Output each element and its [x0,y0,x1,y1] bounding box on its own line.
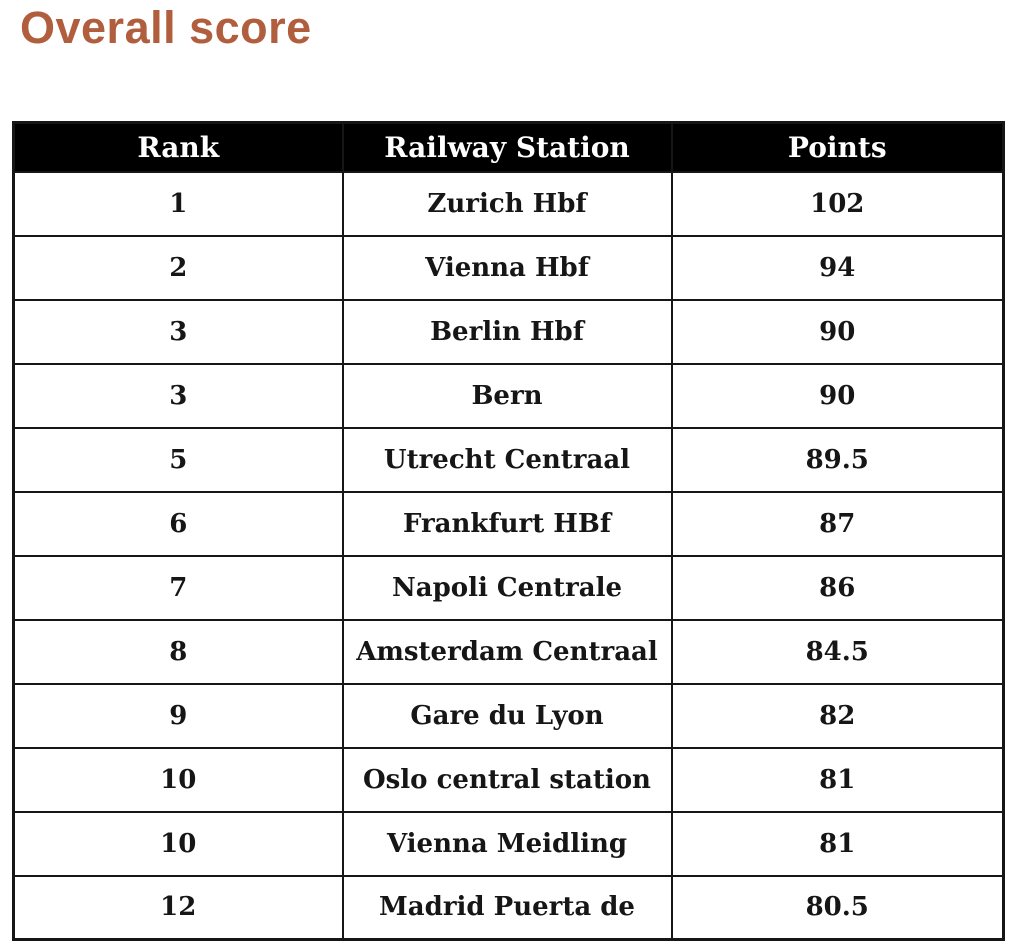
rank-cell: 7 [12,554,344,621]
rank-cell: 2 [12,234,344,301]
station-cell: Gare du Lyon [341,682,673,749]
points-cell: 94 [670,234,1005,301]
points-cell: 82 [670,682,1005,749]
rank-cell: 8 [12,618,344,685]
column-header-rank: Rank [12,121,344,173]
table-row: 2 Vienna Hbf 94 [12,234,1005,301]
rank-cell: 10 [12,810,344,877]
rank-cell: 1 [12,170,344,237]
station-cell: Berlin Hbf [341,298,673,365]
station-cell: Frankfurt HBf [341,490,673,557]
rank-cell: 5 [12,426,344,493]
points-cell: 90 [670,362,1005,429]
table-row: 7 Napoli Centrale 86 [12,554,1005,621]
points-cell: 90 [670,298,1005,365]
station-cell: Madrid Puerta de [341,874,673,941]
points-cell: 86 [670,554,1005,621]
points-cell: 89.5 [670,426,1005,493]
points-cell: 81 [670,810,1005,877]
table-row: 8 Amsterdam Centraal 84.5 [12,618,1005,685]
table-body: 1 Zurich Hbf 102 2 Vienna Hbf 94 3 Berli… [12,170,1005,941]
table-row: 9 Gare du Lyon 82 [12,682,1005,749]
rank-cell: 10 [12,746,344,813]
rank-cell: 6 [12,490,344,557]
station-cell: Vienna Hbf [341,234,673,301]
rank-cell: 3 [12,298,344,365]
station-cell: Oslo central station [341,746,673,813]
station-cell: Amsterdam Centraal [341,618,673,685]
table-row: 12 Madrid Puerta de 80.5 [12,874,1005,941]
overall-score-table: Rank Railway Station Points 1 Zurich Hbf… [12,121,1005,941]
table-row: 10 Oslo central station 81 [12,746,1005,813]
table-row: 6 Frankfurt HBf 87 [12,490,1005,557]
table-row: 1 Zurich Hbf 102 [12,170,1005,237]
column-header-points: Points [670,121,1005,173]
table-header-row: Rank Railway Station Points [12,121,1005,173]
points-cell: 80.5 [670,874,1005,941]
points-cell: 81 [670,746,1005,813]
page-title: Overall score [20,2,312,53]
station-cell: Napoli Centrale [341,554,673,621]
rank-cell: 9 [12,682,344,749]
points-cell: 102 [670,170,1005,237]
station-cell: Vienna Meidling [341,810,673,877]
table-row: 10 Vienna Meidling 81 [12,810,1005,877]
table-row: 5 Utrecht Centraal 89.5 [12,426,1005,493]
table-row: 3 Berlin Hbf 90 [12,298,1005,365]
table-row: 3 Bern 90 [12,362,1005,429]
station-cell: Utrecht Centraal [341,426,673,493]
points-cell: 87 [670,490,1005,557]
rank-cell: 12 [12,874,344,941]
rank-cell: 3 [12,362,344,429]
station-cell: Zurich Hbf [341,170,673,237]
column-header-railway-station: Railway Station [341,121,673,173]
station-cell: Bern [341,362,673,429]
points-cell: 84.5 [670,618,1005,685]
